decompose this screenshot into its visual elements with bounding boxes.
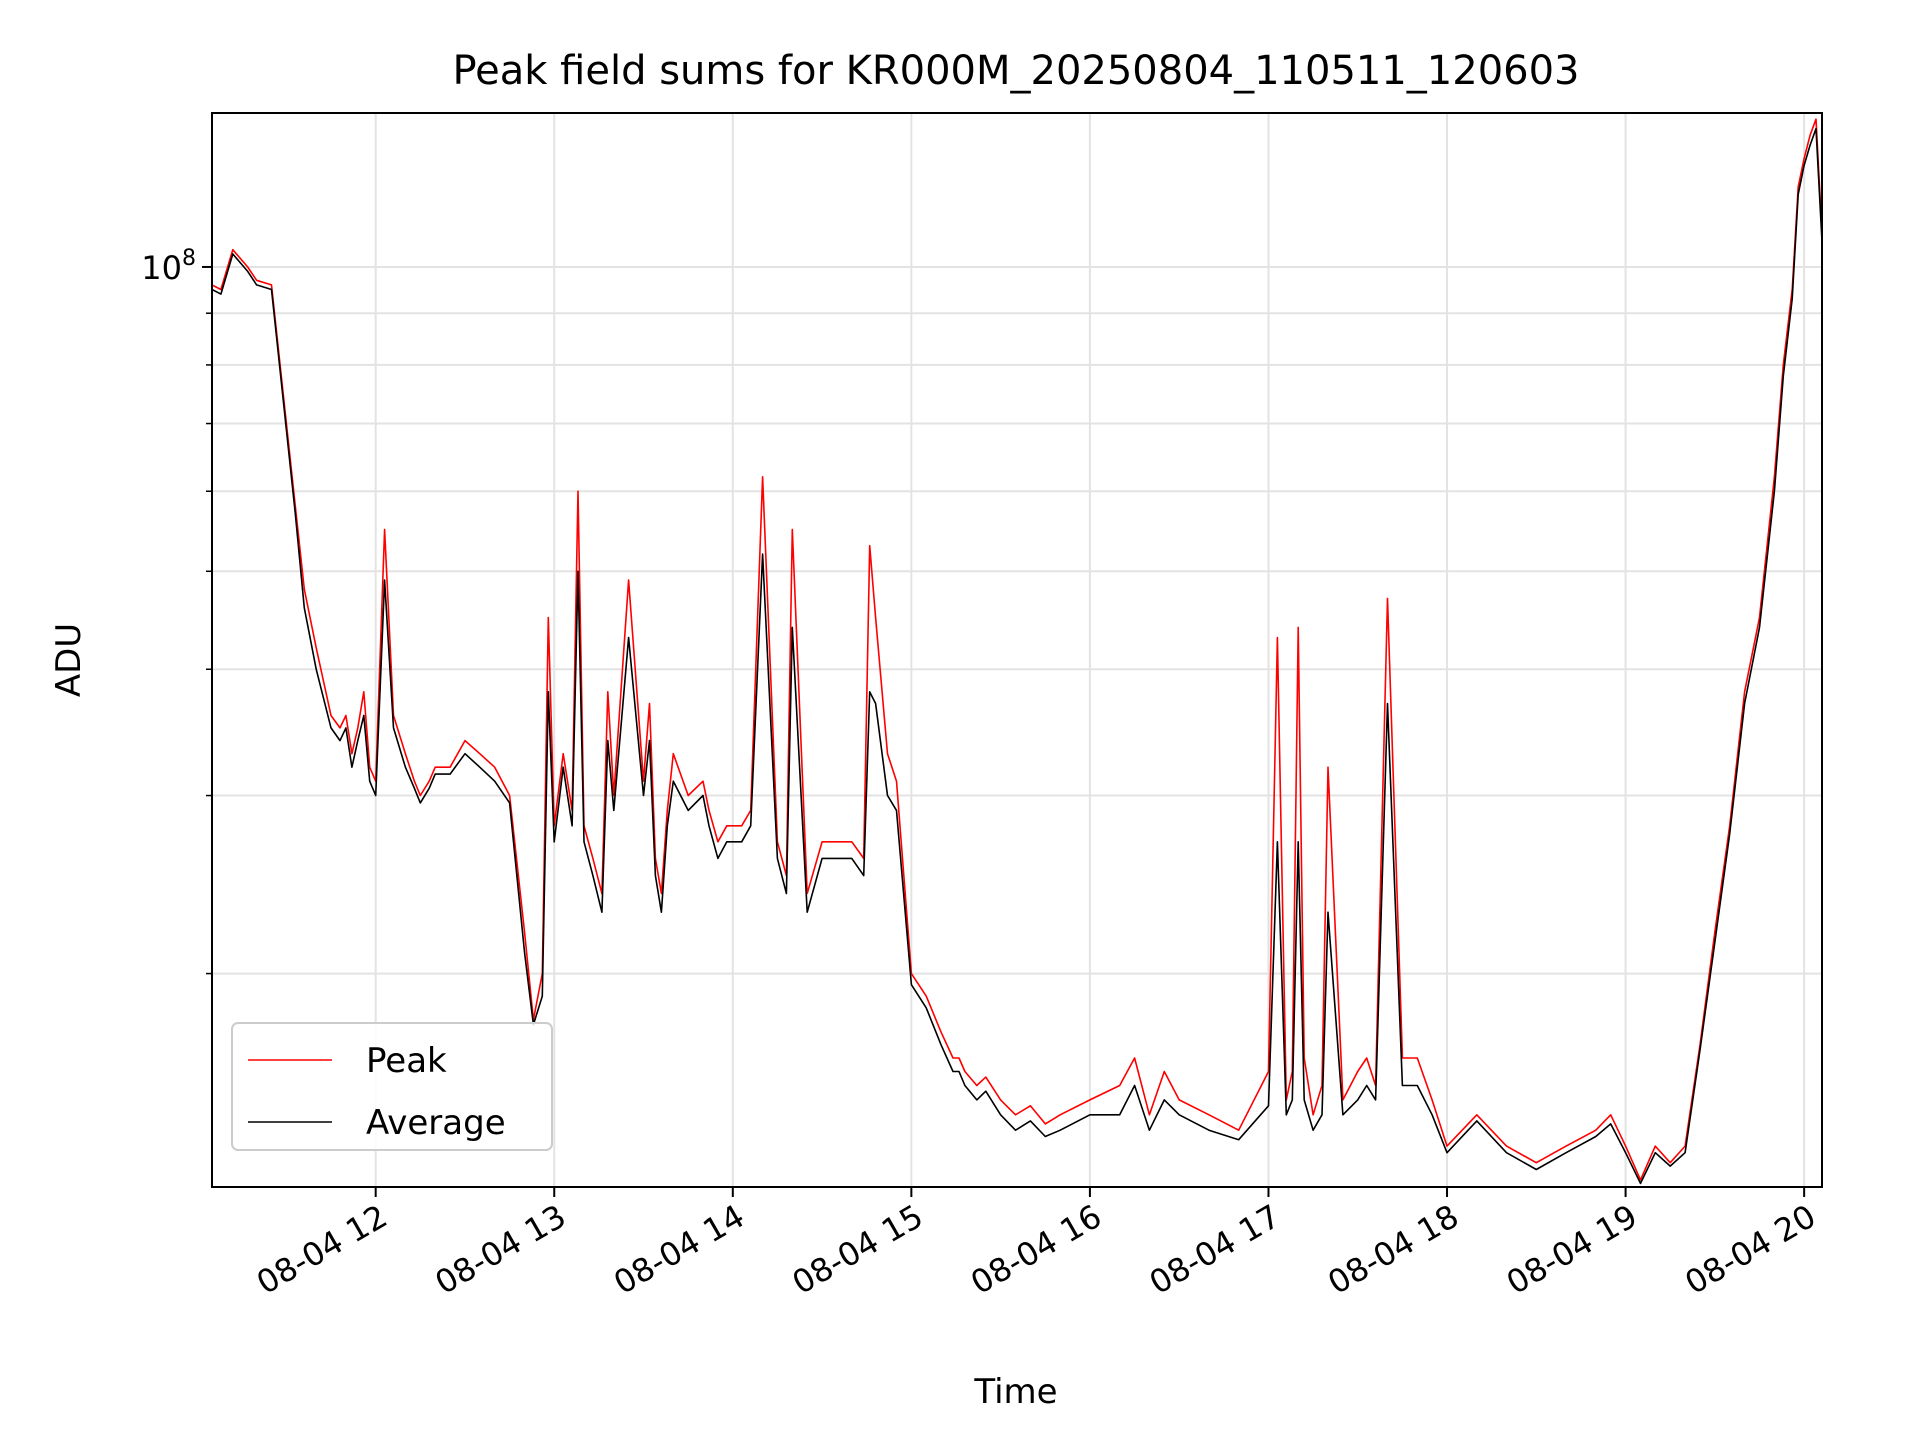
plot-frame (211, 112, 1823, 1188)
legend-label-average: Average (366, 1103, 506, 1143)
series-line-average (211, 127, 1823, 1185)
y-axis-ticks (202, 265, 212, 975)
legend: Peak Average (231, 1022, 553, 1151)
legend-box (231, 1022, 553, 1151)
legend-label-peak: Peak (366, 1041, 447, 1081)
x-axis-label: Time (973, 1372, 1057, 1412)
grid-lines (212, 113, 1822, 1187)
y-tick-exponent: 8 (182, 246, 196, 271)
chart-title: Peak field sums for KR000M_20250804_1105… (452, 48, 1579, 94)
series-line-peak (211, 118, 1823, 1181)
series-layer (211, 118, 1823, 1185)
y-tick-label: 108 (141, 246, 196, 287)
y-axis-label: ADU (49, 623, 89, 697)
y-tick-base: 10 (141, 249, 182, 287)
